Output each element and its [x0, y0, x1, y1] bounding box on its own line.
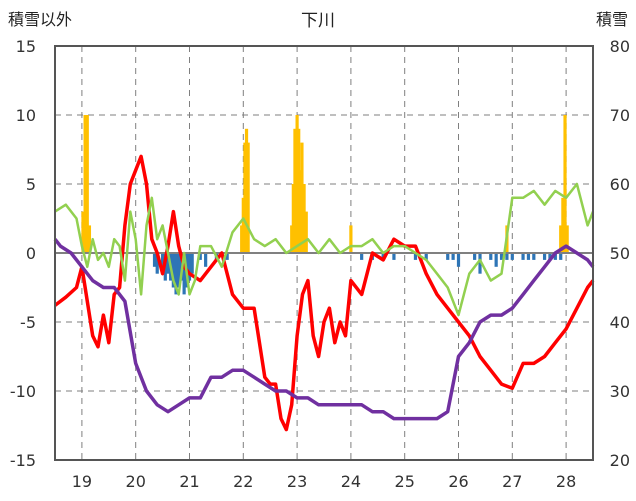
x-tick-label: 22	[233, 472, 253, 491]
bar-0-1	[83, 115, 87, 253]
bar-1-29	[489, 253, 493, 260]
right-tick-label: 80	[610, 37, 630, 56]
bar-1-28	[478, 253, 482, 274]
bar-0-7	[244, 128, 249, 253]
bar-1-12	[187, 253, 192, 281]
bar-0-12	[295, 115, 299, 253]
bar-1-37	[542, 253, 547, 260]
bar-1-0	[152, 253, 157, 267]
bar-1-23	[424, 253, 428, 260]
bar-1-7	[174, 253, 178, 295]
right-tick-label: 70	[610, 106, 630, 125]
x-tick-label: 23	[287, 472, 307, 491]
right-tick-label: 60	[610, 175, 630, 194]
bar-1-14	[198, 253, 202, 260]
bar-1-2	[161, 253, 165, 267]
bar-1-13	[190, 253, 194, 274]
x-tick-label: 20	[126, 472, 146, 491]
left-tick-label: 0	[26, 244, 36, 263]
chart-title: 下川	[301, 11, 335, 31]
bar-0-17	[304, 211, 308, 253]
bar-0-3	[87, 225, 92, 253]
bar-1-39	[553, 253, 557, 260]
bar-1-38	[548, 253, 552, 260]
bar-1-26	[456, 253, 461, 267]
bar-1-15	[204, 253, 208, 267]
bar-1-18	[360, 253, 364, 260]
bar-0-6	[243, 142, 247, 253]
series-line-1	[54, 182, 595, 317]
grid	[55, 46, 593, 460]
series-line-0	[53, 154, 595, 432]
bar-0-10	[291, 184, 295, 253]
x-tick-label: 19	[72, 472, 92, 491]
bar-1-10	[182, 253, 186, 295]
bar-1-36	[532, 253, 536, 260]
bar-0-18	[349, 225, 353, 253]
bar-0-4	[240, 225, 244, 253]
bar-1-24	[446, 253, 450, 260]
right-tick-label: 50	[610, 244, 630, 263]
x-axis-ticks: 19 20 21 22 23 24 25 26 27 28	[72, 472, 577, 491]
bar-1-33	[510, 253, 514, 260]
bar-1-4	[166, 253, 170, 274]
bar-1-17	[225, 253, 229, 260]
left-axis-label: 積雪以外	[8, 10, 72, 29]
left-tick-label: 15	[16, 37, 36, 56]
x-tick-label: 27	[502, 472, 522, 491]
bar-1-27	[473, 253, 477, 260]
left-axis-ticks: 15 10 5 0 -5 -10 -15	[10, 37, 36, 470]
right-tick-label: 40	[610, 313, 630, 332]
bar-0-21	[561, 197, 565, 253]
left-tick-label: 10	[16, 106, 36, 125]
right-axis-ticks: 80 70 60 50 40 30 20	[610, 37, 630, 470]
left-tick-label: -15	[10, 451, 36, 470]
bar-1-40	[559, 253, 563, 260]
bar-0-22	[563, 115, 567, 253]
bar-0-13	[297, 128, 301, 253]
bar-1-35	[526, 253, 531, 260]
bar-1-22	[413, 253, 418, 260]
bar-1-21	[392, 253, 396, 260]
plot-frame	[54, 45, 594, 461]
series-line-2	[53, 238, 595, 421]
left-tick-label: 5	[26, 175, 36, 194]
x-tick-label: 28	[556, 472, 576, 491]
left-tick-label: -10	[10, 382, 36, 401]
bar-1-34	[521, 253, 525, 260]
bar-1-8	[177, 253, 181, 288]
bar-0-20	[559, 225, 563, 253]
x-tick-label: 25	[395, 472, 415, 491]
right-axis-label: 積雪	[596, 10, 628, 29]
x-tick-label: 24	[341, 472, 361, 491]
bar-0-11	[293, 128, 297, 253]
bar-0-9	[290, 225, 294, 253]
bar-0-16	[302, 184, 306, 253]
right-tick-label: 20	[610, 451, 630, 470]
right-tick-label: 30	[610, 382, 630, 401]
x-tick-label: 21	[179, 472, 199, 491]
bar-1-25	[451, 253, 455, 260]
bar-1-32	[505, 253, 509, 260]
bar-0-8	[246, 142, 250, 253]
bar-1-6	[171, 253, 175, 288]
bar-0-0	[81, 211, 85, 253]
bar-0-23	[565, 225, 569, 253]
bar-0-14	[298, 170, 302, 253]
lines-layer	[53, 154, 595, 432]
bars-layer	[81, 115, 569, 295]
bar-0-2	[85, 115, 89, 253]
bar-1-1	[155, 253, 159, 274]
left-tick-label: -5	[20, 313, 36, 332]
bar-0-5	[241, 197, 245, 253]
x-tick-label: 26	[448, 472, 468, 491]
bar-1-31	[499, 253, 504, 260]
bar-1-30	[494, 253, 498, 267]
bar-0-15	[300, 142, 304, 253]
